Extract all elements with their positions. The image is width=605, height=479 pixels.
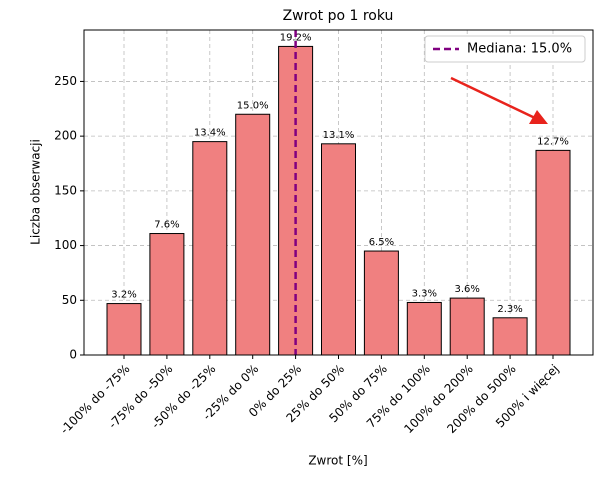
y-tick-label: 200 xyxy=(54,129,77,143)
y-tick-label: 150 xyxy=(54,183,77,197)
value-label: 3.6% xyxy=(454,284,479,295)
value-label: 6.5% xyxy=(369,237,394,248)
bar xyxy=(492,317,528,356)
value-label: 2.3% xyxy=(497,304,522,315)
value-label: 3.3% xyxy=(412,288,437,299)
bar xyxy=(363,250,399,356)
bar xyxy=(106,303,142,356)
x-axis-label: Zwrot [%] xyxy=(308,454,367,468)
y-tick-label: 0 xyxy=(69,348,77,362)
bar xyxy=(235,113,271,356)
legend-box xyxy=(424,35,586,63)
bar xyxy=(149,233,185,356)
chart-title: Zwrot po 1 roku xyxy=(283,8,394,24)
arrow xyxy=(450,76,536,120)
bar xyxy=(406,301,442,356)
y-tick-label: 50 xyxy=(62,293,77,307)
value-label: 19.2% xyxy=(280,32,312,43)
value-label: 7.6% xyxy=(154,220,179,231)
bar xyxy=(535,149,571,356)
value-label: 15.0% xyxy=(237,100,269,111)
bar xyxy=(192,141,228,356)
y-axis-label: Liczba obserwacji xyxy=(29,139,43,245)
legend-label: Mediana: 15.0% xyxy=(467,42,572,57)
bar xyxy=(321,143,356,356)
value-label: 3.2% xyxy=(111,290,136,301)
y-tick-label: 250 xyxy=(54,74,77,88)
bar xyxy=(449,297,485,356)
y-tick-label: 100 xyxy=(54,238,77,252)
arrow-head xyxy=(529,110,548,124)
value-label: 13.1% xyxy=(323,130,355,141)
value-label: 13.4% xyxy=(194,128,226,139)
value-label: 12.7% xyxy=(537,136,569,147)
plot-frame xyxy=(83,29,594,356)
